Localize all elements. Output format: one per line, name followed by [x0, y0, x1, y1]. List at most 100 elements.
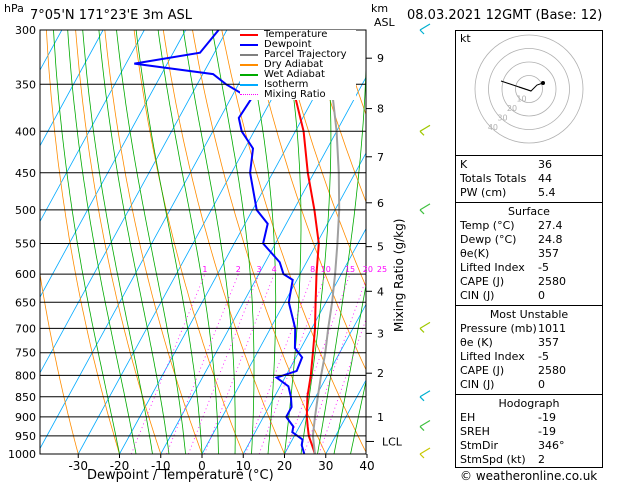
hodograph-unit-label: kt	[460, 32, 471, 45]
legend-label: Wet Adiabat	[264, 69, 325, 80]
wind-barb-flag	[419, 327, 425, 333]
dry-adiabat-line	[46, 30, 120, 454]
hodograph-ring-label: 40	[488, 123, 498, 132]
pressure-tick-label: 600	[15, 268, 36, 281]
pressure-tick-label: 1000	[8, 448, 36, 461]
wind-barb	[419, 321, 431, 329]
pressure-tick-label: 950	[15, 430, 36, 443]
surface-title: Surface	[508, 205, 550, 218]
km-tick-label: 2	[377, 367, 384, 380]
surface-row-cin: CIN (J) 0	[460, 289, 545, 302]
lcl-label: LCL	[382, 435, 403, 448]
surface-row-thetae: θe(K) 357	[460, 247, 559, 260]
mixing-ratio-line	[284, 273, 351, 454]
hodograph-ring-label: 30	[497, 114, 507, 123]
isotherm-line	[284, 303, 366, 454]
mixing-ratio-label: 2	[236, 265, 241, 274]
isotherm-line	[40, 30, 269, 450]
mixing-ratio-label: 1	[202, 265, 207, 274]
legend-swatch	[240, 34, 258, 36]
pressure-tick-label: 350	[15, 78, 36, 91]
pressure-tick-label: 800	[15, 369, 36, 382]
km-tick-label: 7	[377, 151, 384, 164]
pressure-tick-label: 650	[15, 296, 36, 309]
isotherm-line	[242, 227, 366, 454]
isotherm-line	[325, 379, 366, 454]
mixing-ratio-label: 3	[256, 265, 261, 274]
x-axis-label: Dewpoint / Temperature (°C)	[87, 468, 274, 483]
wind-barb-flag	[419, 130, 425, 136]
legend-item: Temperature	[240, 30, 356, 40]
mixing-ratio-label: 20	[363, 265, 373, 274]
legend-label: Dry Adiabat	[264, 59, 324, 70]
wind-barb	[419, 390, 431, 398]
location-title: 7°05'N 171°23'E 3m ASL	[30, 8, 192, 23]
legend-item: Dewpoint	[240, 40, 356, 50]
storm-motion-marker	[541, 81, 545, 85]
pressure-tick-label: 900	[15, 411, 36, 424]
indices-table: K 36 Totals Totals 44 PW (cm) 5.4 Surface T…	[455, 155, 603, 468]
pressure-tick-label: 750	[15, 347, 36, 360]
dry-adiabat-line	[75, 30, 162, 454]
mu-row-cin: CIN (J) 0	[460, 378, 545, 391]
hodograph-ring-label: 10	[516, 95, 526, 104]
legend-label: Isotherm	[264, 79, 309, 90]
legend-swatch	[240, 44, 258, 46]
legend-label: Parcel Trajectory	[264, 49, 347, 60]
pressure-tick-label: 400	[15, 125, 36, 138]
temperature-tick-label: -20	[110, 459, 130, 473]
mixing-ratio-label: 15	[345, 265, 355, 274]
wind-barb	[419, 447, 431, 455]
pressure-tick-label: 700	[15, 322, 36, 335]
hodograph-panel: 10 20 30 40 kt	[455, 30, 603, 178]
mixing-ratio-label: 25	[377, 265, 387, 274]
temperature-tick-label: -30	[68, 459, 88, 473]
wet-adiabat-line	[82, 30, 153, 454]
hodograph-ring	[488, 48, 570, 130]
hodograph-trace	[500, 80, 544, 92]
legend-item: Isotherm	[240, 80, 356, 90]
wind-barb-flag	[419, 426, 425, 431]
km-tick-label: 6	[377, 197, 384, 210]
mixing-ratio-line	[204, 273, 275, 454]
mixing-ratio-line	[303, 278, 366, 454]
wind-barb-flag	[419, 209, 425, 215]
hodograph-ring	[515, 75, 543, 103]
isotherm-line	[40, 30, 104, 147]
wind-barb-flag	[419, 29, 425, 35]
surface-row-dewp: Dewp (°C) 24.8	[460, 233, 563, 246]
km-tick-label: 9	[377, 52, 384, 65]
legend-label: Mixing Ratio	[264, 89, 326, 100]
wet-adiabat-line	[157, 30, 219, 454]
legend-item: Dry Adiabat	[240, 60, 356, 70]
temperature-tick-label: 0	[198, 459, 206, 473]
wet-adiabat-line	[350, 379, 366, 454]
wind-barb	[419, 124, 431, 132]
hodograph-title: Hodograph	[498, 397, 560, 410]
legend-swatch	[240, 74, 258, 76]
wind-barb-flag	[419, 453, 425, 459]
temperature-tick-label: 40	[359, 459, 374, 473]
asl-unit-label: ASL	[374, 16, 395, 29]
wind-barb	[419, 203, 431, 211]
mixing-ratio-label: 10	[321, 265, 331, 274]
isotherm-line	[40, 30, 145, 223]
legend-swatch	[240, 64, 258, 66]
date-title: 08.03.2021 12GMT (Base: 12)	[407, 8, 603, 23]
temperature-tick-label: 20	[277, 459, 292, 473]
surface-row-temp: Temp (°C) 27.4	[460, 219, 563, 232]
mu-row-cape: CAPE (J) 2580	[460, 364, 566, 377]
legend-item: Parcel Trajectory	[240, 50, 356, 60]
pressure-tick-label: 450	[15, 167, 36, 180]
km-tick-label: 3	[377, 327, 384, 340]
copyright-text: © weatheronline.co.uk	[460, 469, 598, 483]
wind-barb-flag	[419, 396, 425, 402]
temperature-tick-label: 10	[236, 459, 251, 473]
hodograph-segment	[518, 86, 532, 92]
hodo-row-stmspd: StmSpd (kt) 2	[460, 453, 545, 466]
pressure-tick-label: 500	[15, 204, 36, 217]
chart-legend: Temperature Dewpoint Parcel Trajectory Dry …	[240, 30, 356, 100]
pressure-tick-label: 850	[15, 391, 36, 404]
km-tick-label: 5	[377, 241, 384, 254]
